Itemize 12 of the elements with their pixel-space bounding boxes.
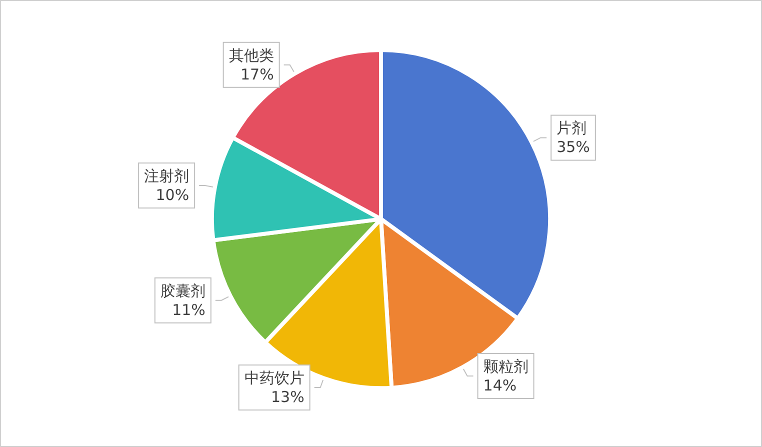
slice-label: 片剂 xyxy=(556,119,587,138)
slice-label: 胶囊剂 xyxy=(160,282,206,300)
slice-label: 颗粒剂 xyxy=(483,357,528,376)
slice-label: 中药饮片 xyxy=(244,369,304,388)
data-label: 10% xyxy=(156,186,190,204)
data-label: 13% xyxy=(270,388,304,406)
slice-label: 其他类 xyxy=(228,46,274,64)
data-label: 17% xyxy=(240,65,274,84)
slice-label: 注射剂 xyxy=(144,166,190,185)
data-label: 14% xyxy=(483,376,517,394)
data-label: 35% xyxy=(556,138,590,156)
data-label: 11% xyxy=(172,300,206,319)
